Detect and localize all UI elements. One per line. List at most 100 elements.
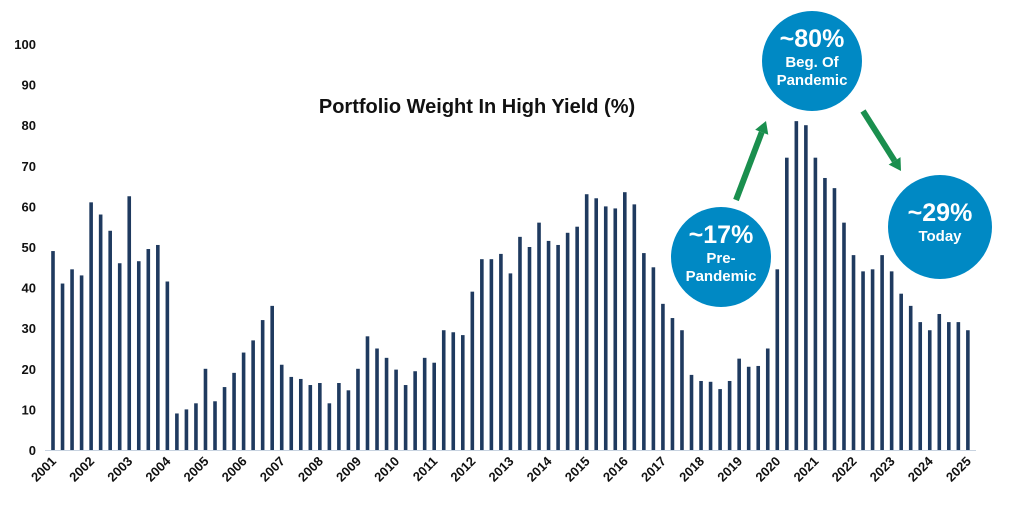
bar xyxy=(537,222,541,450)
bar xyxy=(727,380,732,450)
bar xyxy=(642,253,646,450)
x-tick-label: 2013 xyxy=(486,454,517,485)
x-tick-label: 2021 xyxy=(790,454,821,485)
bar xyxy=(546,240,551,450)
bar xyxy=(908,305,913,450)
x-tick-label: 2024 xyxy=(905,453,937,485)
bar xyxy=(870,269,875,450)
bar xyxy=(403,385,408,450)
bar xyxy=(270,305,274,450)
bar xyxy=(98,214,103,450)
bar xyxy=(956,322,961,450)
bar xyxy=(232,372,236,450)
pandemic-bubble-label: Beg. Of xyxy=(785,54,839,71)
x-tick-label: 2003 xyxy=(104,454,135,485)
bar xyxy=(337,383,341,450)
arrow-up-shaft xyxy=(733,131,765,202)
x-tick-label: 2008 xyxy=(295,454,326,485)
bar xyxy=(842,222,846,450)
bar xyxy=(623,192,627,450)
x-tick-label: 2020 xyxy=(752,454,783,485)
bar xyxy=(565,232,570,450)
bar xyxy=(136,261,141,450)
pre-pandemic-bubble-label: Pre- xyxy=(706,250,735,267)
pre-pandemic-bubble-value: ~17% xyxy=(689,221,754,249)
bar xyxy=(508,273,513,450)
arrow-down-head-icon xyxy=(888,157,901,171)
bar xyxy=(146,249,151,450)
bar xyxy=(603,206,608,450)
x-tick-label: 2025 xyxy=(943,454,974,485)
bar xyxy=(279,364,284,450)
bar xyxy=(632,204,637,450)
bar xyxy=(594,198,599,450)
x-tick-label: 2019 xyxy=(714,454,745,485)
bar xyxy=(918,322,923,450)
arrow-down-shaft xyxy=(860,109,898,163)
bar xyxy=(184,409,189,450)
bar xyxy=(251,340,255,450)
x-tick-label: 2009 xyxy=(333,454,364,485)
bar xyxy=(51,251,55,450)
x-tick-label: 2010 xyxy=(371,454,402,485)
arrow-up-head-icon xyxy=(755,121,769,135)
bar xyxy=(346,390,351,450)
y-tick-label: 80 xyxy=(22,118,36,133)
bar xyxy=(156,244,160,450)
bar xyxy=(203,368,208,450)
bar xyxy=(794,121,799,450)
bar xyxy=(451,332,456,450)
bar xyxy=(746,366,751,450)
bar xyxy=(823,177,827,451)
y-tick-label: 30 xyxy=(22,321,36,336)
bar xyxy=(689,374,694,450)
x-tick-label: 2022 xyxy=(829,454,860,485)
bar xyxy=(861,271,865,450)
pandemic-bubble xyxy=(762,11,862,111)
bar xyxy=(375,348,379,450)
bar xyxy=(127,196,132,450)
bar xyxy=(613,208,618,450)
bar xyxy=(194,403,198,450)
bar xyxy=(260,320,265,450)
today-bubble-value: ~29% xyxy=(908,199,973,227)
x-tick-label: 2018 xyxy=(676,454,707,485)
bar xyxy=(241,352,246,450)
bar xyxy=(470,291,475,450)
bar xyxy=(499,253,503,450)
y-tick-label: 50 xyxy=(22,240,36,255)
chart-title: Portfolio Weight In High Yield (%) xyxy=(319,96,635,118)
bar xyxy=(527,247,532,450)
y-tick-label: 40 xyxy=(22,281,36,296)
y-tick-label: 100 xyxy=(14,37,36,52)
bar xyxy=(117,263,122,450)
bar xyxy=(70,269,74,450)
bar xyxy=(384,357,389,450)
bar xyxy=(670,318,675,450)
pre-pandemic-bubble xyxy=(671,207,771,307)
bar xyxy=(298,378,303,450)
x-tick-label: 2015 xyxy=(562,454,593,485)
bar xyxy=(308,385,313,450)
bar xyxy=(575,226,579,450)
x-tick-label: 2001 xyxy=(28,454,59,485)
bar xyxy=(813,157,818,450)
bar xyxy=(108,230,112,450)
bar xyxy=(708,381,713,450)
y-tick-label: 90 xyxy=(22,78,36,93)
bar xyxy=(584,194,589,450)
bar xyxy=(356,368,360,450)
bar xyxy=(899,293,903,450)
bar xyxy=(765,348,770,450)
y-tick-label: 0 xyxy=(29,443,36,458)
bar xyxy=(699,380,703,450)
bar xyxy=(832,188,837,450)
bar xyxy=(889,271,894,450)
bar xyxy=(927,330,932,450)
y-tick-label: 20 xyxy=(22,362,36,377)
bar xyxy=(785,157,789,450)
bar xyxy=(441,330,446,450)
x-tick-label: 2007 xyxy=(257,454,288,485)
bar xyxy=(213,401,217,450)
